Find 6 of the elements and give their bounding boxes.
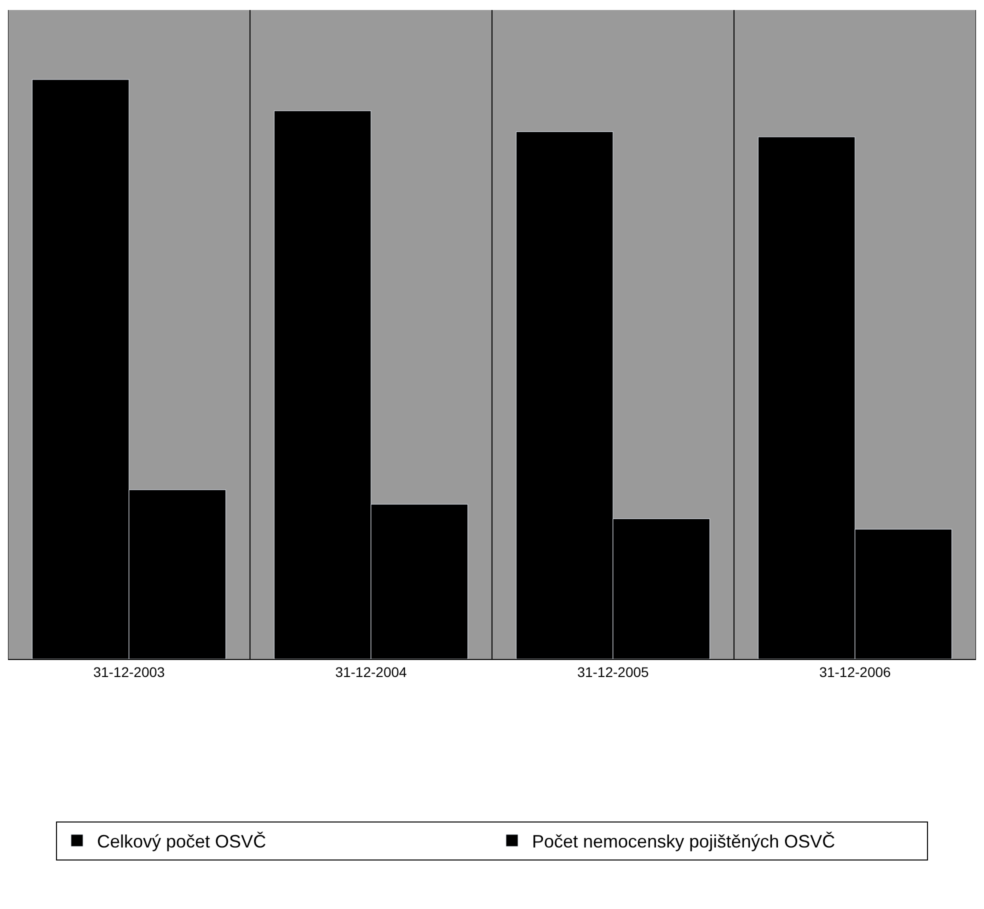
x-tick-label: 31-12-2004	[335, 664, 408, 680]
legend-label: Celkový počet OSVČ	[97, 831, 266, 852]
x-tick-label: 31-12-2006	[819, 664, 892, 680]
legend-label: Počet nemocensky pojištěných OSVČ	[532, 831, 836, 852]
x-tick-label: 31-12-2005	[577, 664, 650, 680]
x-tick-label: 31-12-2003	[93, 664, 166, 680]
